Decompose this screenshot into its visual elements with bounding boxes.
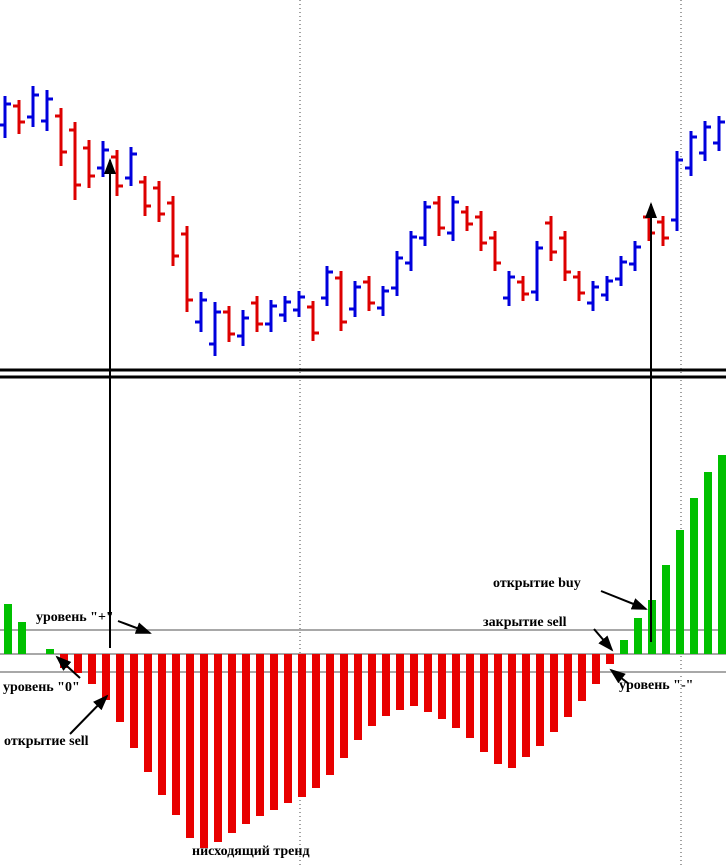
annotation-level-zero: уровень "0" <box>3 680 80 695</box>
histogram-bar-down <box>228 654 236 833</box>
arrows-layer <box>55 158 657 735</box>
histogram-bar-up <box>704 472 712 654</box>
histogram-bar-down <box>340 654 348 758</box>
histogram-bar-down <box>592 654 600 684</box>
histogram-bar-down <box>172 654 180 815</box>
histogram-bar-down <box>186 654 194 838</box>
histogram-bar-down <box>480 654 488 752</box>
histogram-bar-down <box>368 654 376 726</box>
histogram-bar-down <box>102 654 110 700</box>
histogram-bar-down <box>88 654 96 684</box>
histogram-bar-down <box>270 654 278 810</box>
annotation-open-sell: открытие sell <box>4 734 89 749</box>
histogram-bar-down <box>410 654 418 706</box>
histogram-bar-up <box>4 604 12 654</box>
histogram-bar-down <box>522 654 530 757</box>
histogram-bar-down <box>326 654 334 775</box>
histogram-bar-down <box>284 654 292 803</box>
histogram-bar-up <box>690 498 698 654</box>
level-minus-arrow <box>609 668 630 685</box>
histogram-bar-down <box>438 654 446 719</box>
histogram-bar-up <box>634 618 642 654</box>
histogram-bar-down <box>424 654 432 712</box>
level-zero-arrow <box>55 655 81 679</box>
histogram-bar-down <box>494 654 502 764</box>
panel-divider-layer <box>0 368 726 379</box>
annotation-level-minus: уровень "-" <box>619 678 694 693</box>
histogram-bar-up <box>718 455 726 654</box>
histogram-bar-up <box>46 649 54 654</box>
annotation-open-buy: открытие buy <box>493 576 581 591</box>
histogram-bar-down <box>214 654 222 842</box>
histogram-bar-down <box>74 654 82 673</box>
histogram-bar-down <box>144 654 152 772</box>
histogram-bar-down <box>606 654 614 664</box>
annotation-close-sell: закрытие sell <box>483 615 567 630</box>
histogram-bar-down <box>536 654 544 746</box>
annotation-level-plus: уровень "+" <box>36 610 114 625</box>
grid-layer <box>299 0 682 868</box>
histogram-bar-down <box>578 654 586 701</box>
histogram-bar-down <box>452 654 460 728</box>
close-sell-arrow <box>593 628 614 652</box>
histogram-bar-down <box>382 654 390 716</box>
histogram-bar-up <box>620 640 628 654</box>
open-sell-arrow <box>69 694 109 735</box>
histogram-bar-down <box>242 654 250 824</box>
histogram-bar-down <box>312 654 320 788</box>
annotation-downtrend: нисходящий тренд <box>192 844 310 859</box>
price-bars-layer <box>0 86 725 356</box>
histogram-bar-up <box>662 565 670 654</box>
histogram-bar-down <box>396 654 404 710</box>
histogram-bar-down <box>508 654 516 768</box>
histogram-bar-down <box>466 654 474 738</box>
histogram-bar-down <box>256 654 264 816</box>
histogram-bar-down <box>298 654 306 797</box>
histogram-bar-down <box>200 654 208 848</box>
histogram-bar-down <box>564 654 572 717</box>
histogram-bar-down <box>550 654 558 732</box>
histogram-bar-up <box>676 530 684 654</box>
histogram-bar-down <box>130 654 138 748</box>
histogram-bar-down <box>354 654 362 740</box>
histogram-bar-up <box>18 622 26 654</box>
indicator-histogram-layer <box>4 455 726 848</box>
histogram-bar-down <box>116 654 124 722</box>
histogram-bar-down <box>158 654 166 795</box>
open-buy-arrow <box>600 590 648 610</box>
level-plus-arrow <box>117 620 152 634</box>
